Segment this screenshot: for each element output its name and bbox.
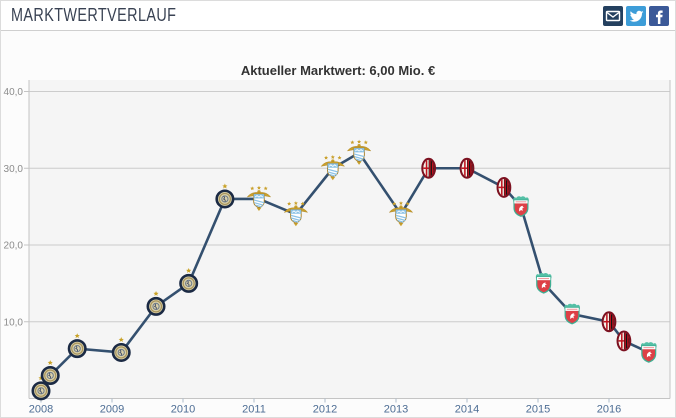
facebook-share-icon[interactable] — [649, 5, 669, 26]
y-axis-label: 10,0 — [4, 317, 24, 328]
envelope-icon — [605, 10, 621, 21]
y-axis-label: 30,0 — [4, 164, 24, 175]
x-axis-label: 2010 — [171, 404, 195, 416]
milan-crest-icon[interactable]: AC Mailand: 30,00 Mio. € — [461, 159, 474, 178]
x-axis-label: 2011 — [242, 404, 266, 416]
market-value-chart[interactable]: 10,0 20,0 30,0 40,0 2008 2009 2010 2011 2012 2013… — [1, 31, 675, 416]
y-axis-label: 40,0 — [4, 87, 24, 98]
liverpool-crest-icon[interactable]: FC Liverpool: 25,00 Mio. € — [512, 195, 530, 217]
milan-crest-icon[interactable]: AC Mailand: 30,00 Mio. € — [422, 159, 435, 178]
liverpool-crest-icon[interactable]: FC Liverpool: 11,00 Mio. € — [563, 303, 581, 325]
liverpool-crest-icon[interactable]: FC Liverpool: 15,00 Mio. € — [535, 272, 553, 294]
twitter-bird-icon — [629, 10, 644, 22]
milan-crest-icon[interactable]: AC Mailand: 10,00 Mio. € — [603, 312, 616, 331]
x-axis-label: 2008 — [29, 404, 53, 416]
x-axis-label: 2012 — [313, 404, 337, 416]
share-buttons — [603, 5, 669, 26]
chart-area: Aktueller Marktwert: 6,00 Mio. € — [1, 31, 675, 417]
twitter-share-icon[interactable] — [626, 5, 646, 26]
email-share-icon[interactable] — [603, 5, 623, 26]
x-axis-label: 2015 — [526, 404, 550, 416]
x-axis-label: 2009 — [100, 404, 124, 416]
plot-background — [29, 80, 670, 399]
page-title: MARKTWERTVERLAUF — [11, 5, 177, 25]
y-axis-label: 20,0 — [4, 241, 24, 252]
milan-crest-icon[interactable]: AC Mailand: 27,50 Mio. € — [498, 178, 511, 197]
facebook-f-icon — [656, 10, 663, 24]
milan-crest-icon[interactable]: AC Mailand: 7,50 Mio. € — [618, 332, 631, 351]
current-market-value: Aktueller Marktwert: 6,00 Mio. € — [240, 63, 436, 78]
x-axis-label: 2014 — [455, 404, 479, 416]
widget-header: MARKTWERTVERLAUF — [1, 1, 675, 31]
x-axis-label: 2013 — [384, 404, 408, 416]
x-axis-label: 2016 — [597, 404, 621, 416]
liverpool-crest-icon[interactable]: FC Liverpool: 6,00 Mio. € — [640, 341, 658, 363]
